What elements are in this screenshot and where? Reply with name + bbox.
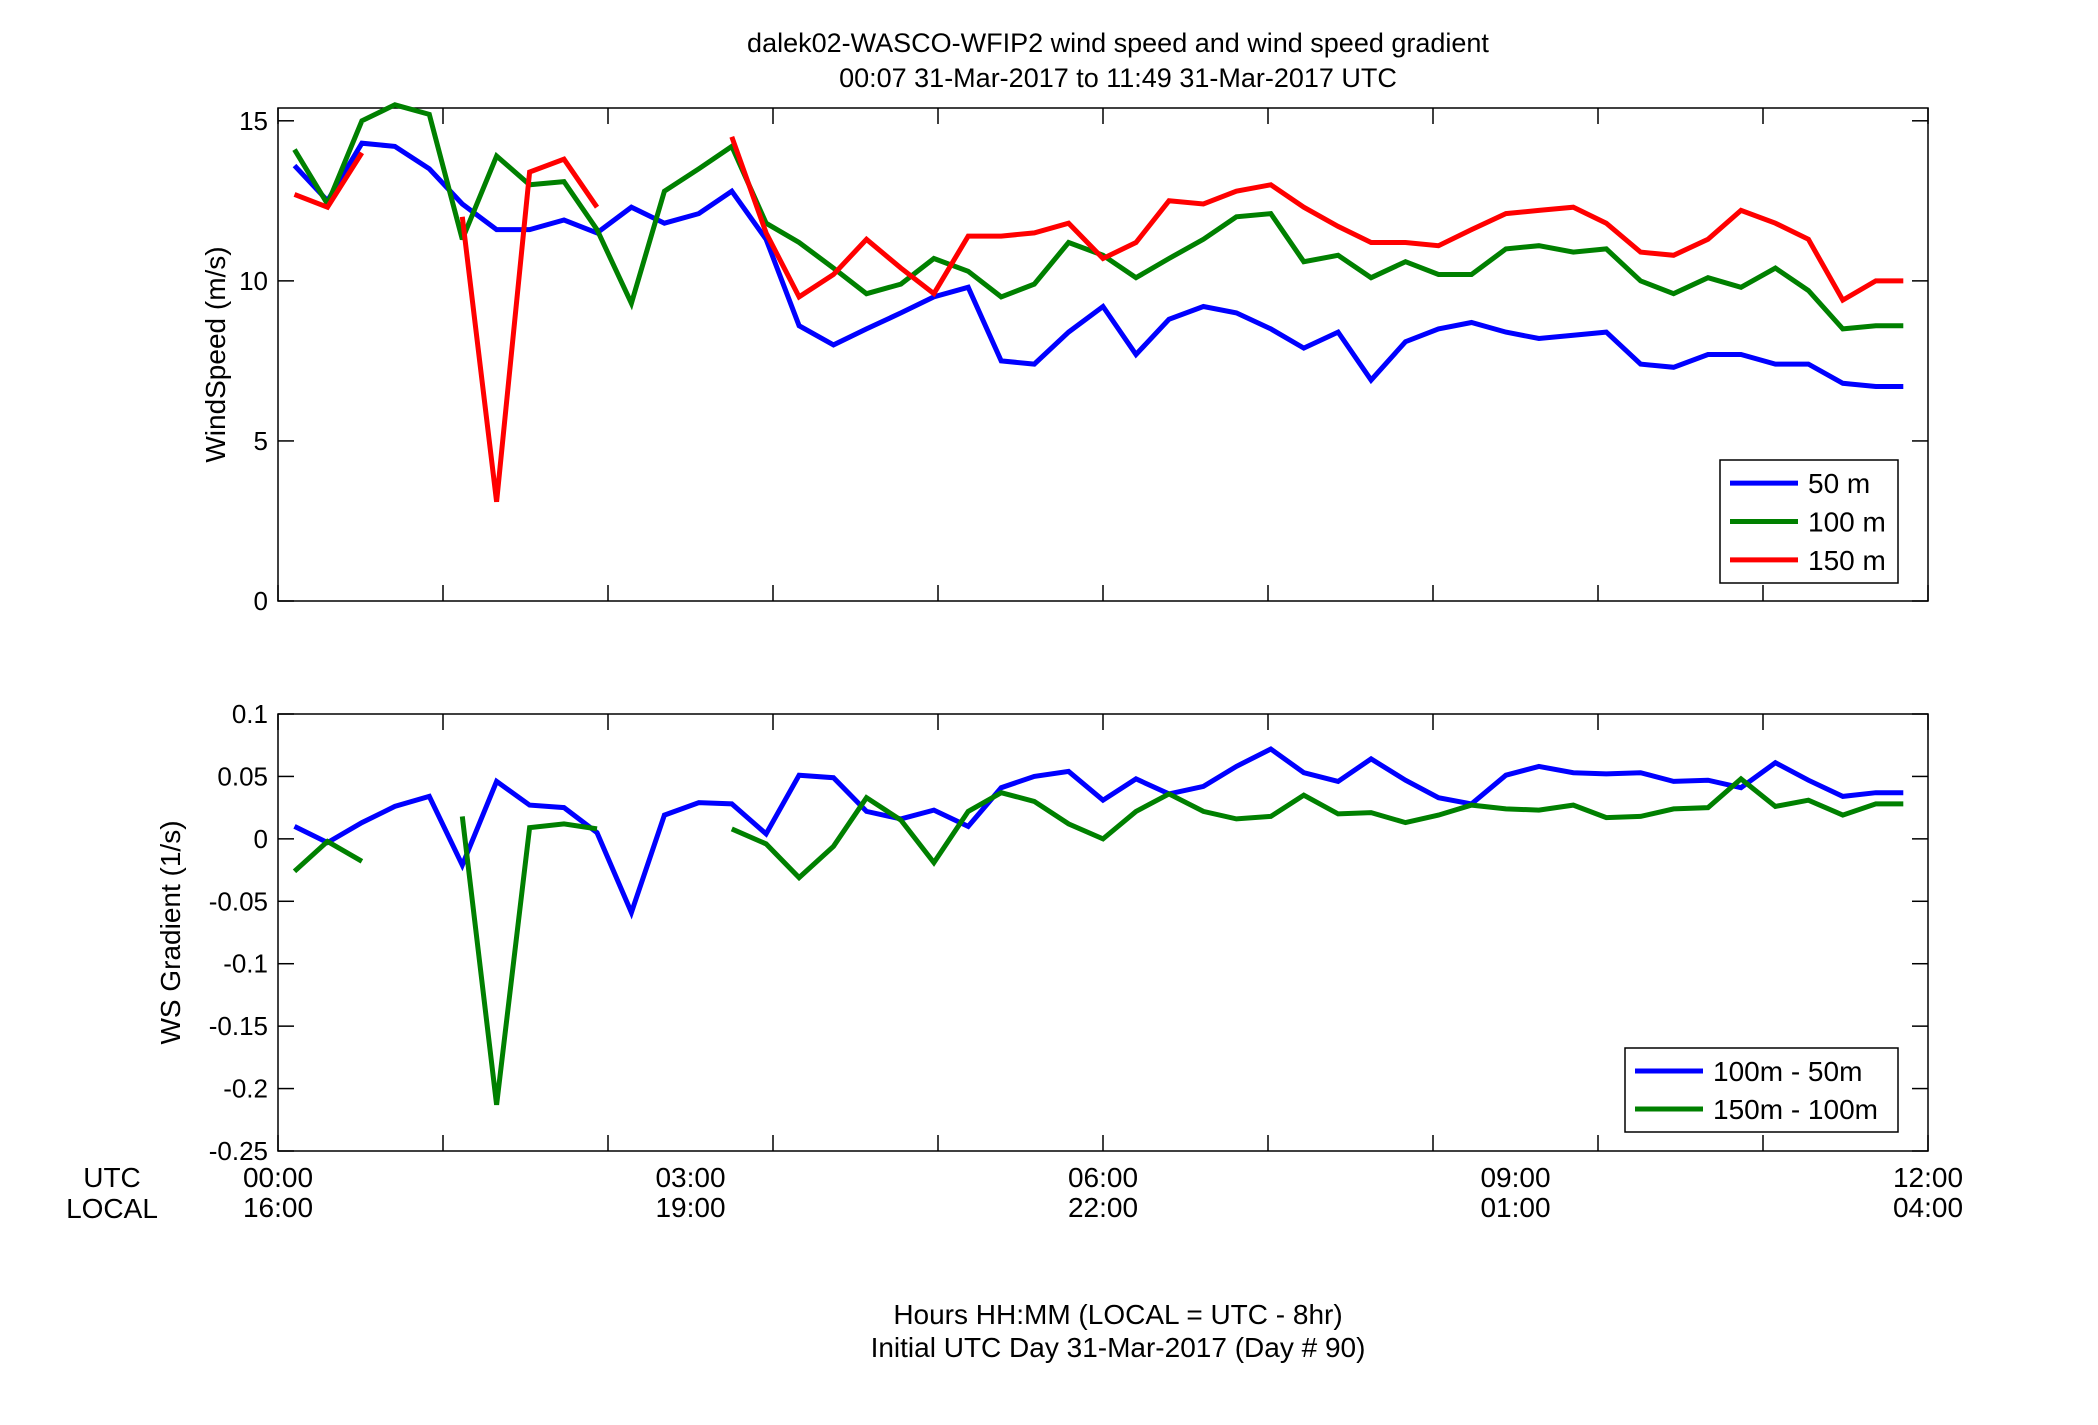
utc-row-label: UTC (83, 1162, 141, 1193)
y-tick-label: 0 (254, 586, 268, 616)
y-tick-label: 0 (254, 824, 268, 854)
y-tick-label: -0.2 (223, 1074, 268, 1104)
y-tick-label: 0.05 (217, 761, 268, 791)
local-tick-label: 19:00 (655, 1192, 725, 1223)
x-axis-label-line2: Initial UTC Day 31-Mar-2017 (Day # 90) (871, 1332, 1366, 1363)
y-axis-label: WS Gradient (1/s) (155, 820, 186, 1044)
utc-tick-label: 12:00 (1893, 1162, 1963, 1193)
y-tick-label: -0.25 (209, 1136, 268, 1166)
y-tick-label: 15 (239, 106, 268, 136)
local-row-label: LOCAL (66, 1193, 158, 1224)
y-tick-label: 0.1 (232, 699, 268, 729)
y-axis-label: WindSpeed (m/s) (200, 246, 231, 462)
legend: 50 m 100 m 150 m (1719, 459, 1899, 584)
series-line-150m-100m (292, 838, 364, 874)
series-line-150m-100m (459, 816, 598, 1106)
figure-title-line2: 00:07 31-Mar-2017 to 11:49 31-Mar-2017 U… (839, 63, 1397, 93)
utc-tick-label: 09:00 (1480, 1162, 1550, 1193)
local-tick-label: 16:00 (243, 1192, 313, 1223)
ws-gradient-plot: -0.25 -0.2 -0.15 -0.1 -0.05 0 0.05 0.1 WS Gradie… (155, 699, 1929, 1166)
utc-tick-label: 00:00 (243, 1162, 313, 1193)
x-axis-label-line1: Hours HH:MM (LOCAL = UTC - 8hr) (893, 1299, 1342, 1330)
y-tick-label: -0.05 (209, 886, 268, 916)
utc-tick-label: 06:00 (1068, 1162, 1138, 1193)
figure-title-line1: dalek02-WASCO-WFIP2 wind speed and wind … (747, 28, 1489, 58)
utc-tick-label: 03:00 (655, 1162, 725, 1193)
legend-label: 150m - 100m (1713, 1094, 1878, 1125)
y-tick-label: 10 (239, 266, 268, 296)
y-tick-label: -0.15 (209, 1011, 268, 1041)
local-tick-label: 04:00 (1893, 1192, 1963, 1223)
legend-label: 50 m (1808, 468, 1870, 499)
legend-box (1624, 1047, 1899, 1133)
y-tick-label: -0.1 (223, 949, 268, 979)
series-line-150-m (293, 151, 365, 211)
legend-label: 100m - 50m (1713, 1056, 1862, 1087)
local-tick-label: 22:00 (1068, 1192, 1138, 1223)
wind-speed-plot: 0 5 10 15 WindSpeed (m/s) 50 m 100 m 150 m (200, 102, 1929, 616)
series-line-50-m (292, 140, 1904, 389)
series-line-150m-100m (730, 775, 1904, 882)
legend: 100m - 50m 150m - 100m (1624, 1047, 1899, 1133)
series-line-100-m (292, 102, 1904, 332)
series-line-150-m (459, 156, 600, 503)
legend-label: 100 m (1808, 507, 1886, 538)
series-line-150-m (729, 135, 1904, 304)
y-tick-label: 5 (254, 426, 268, 456)
series-line-100m-50m (293, 746, 1904, 920)
local-tick-label: 01:00 (1480, 1192, 1550, 1223)
legend-label: 150 m (1808, 545, 1886, 576)
